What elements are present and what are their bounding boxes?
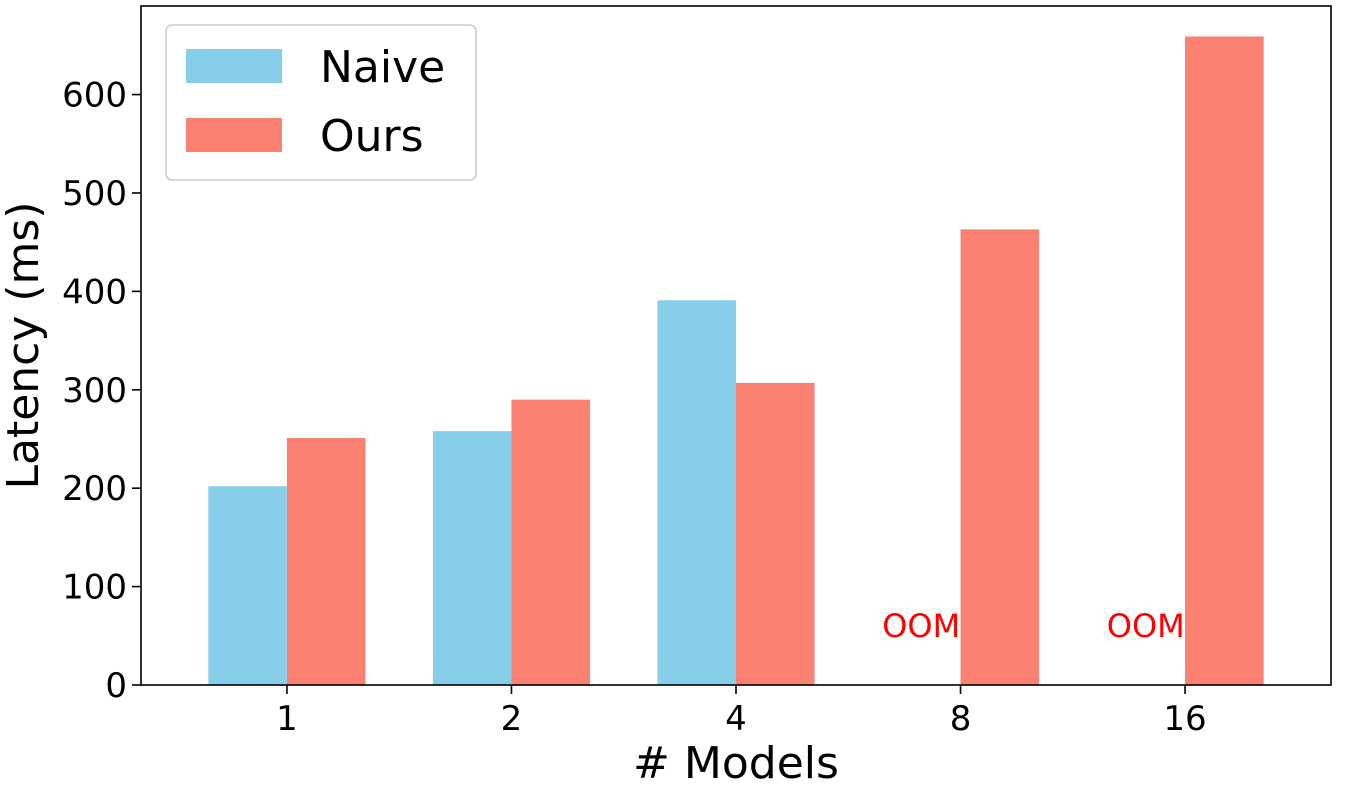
oom-annotation-8: OOM [882,607,960,645]
bar-naive-2 [432,431,512,685]
y-tick-label: 400 [62,272,127,312]
legend-label-naive: Naive [320,42,445,93]
y-tick-label: 500 [62,174,127,214]
legend-swatch-ours [186,118,282,152]
x-axis: 1 2 4 8 16 [276,685,1207,739]
bars-layer [208,36,1264,685]
bar-naive-4 [657,300,736,685]
bar-ours-2 [511,399,591,685]
legend-swatch-naive [186,49,282,83]
bar-ours-4 [736,382,815,685]
x-tick-label: 4 [725,699,747,739]
annotations-layer: OOM OOM [882,607,1185,645]
y-tick-label: 100 [62,568,127,608]
bar-naive-1 [208,486,287,685]
x-axis-label: # Models [633,738,839,782]
bar-ours-8 [960,229,1040,685]
x-tick-label: 1 [276,699,298,739]
y-axis-label: Latency (ms) [0,201,49,489]
y-tick-label: 300 [62,371,127,411]
y-axis: 0 100 200 300 400 500 600 [62,76,141,706]
y-tick-label: 0 [105,666,127,706]
x-tick-label: 16 [1163,699,1206,739]
legend: Naive Ours [165,24,477,181]
x-tick-label: 8 [950,699,972,739]
oom-annotation-16: OOM [1107,607,1185,645]
bar-ours-16 [1185,36,1264,685]
bar-ours-1 [286,438,366,685]
y-tick-label: 600 [62,76,127,116]
y-tick-label: 200 [62,469,127,509]
x-tick-label: 2 [501,699,523,739]
legend-label-ours: Ours [320,111,424,162]
